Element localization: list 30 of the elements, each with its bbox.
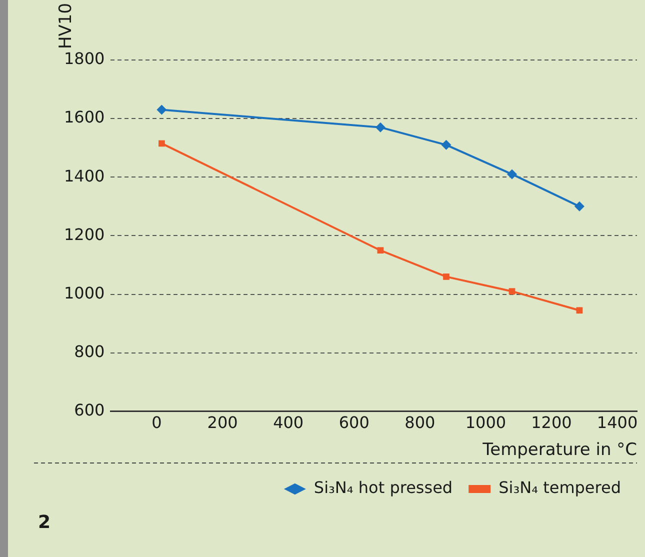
x-tick-label: 1200	[531, 413, 572, 432]
y-tick-label: 1400	[64, 166, 105, 186]
point	[443, 274, 450, 280]
y-tick-label: 600	[74, 400, 105, 420]
x-tick-label: 1000	[465, 413, 506, 432]
x-tick-label: 800	[404, 413, 436, 432]
text: 2	[38, 512, 51, 533]
point	[574, 201, 584, 212]
y-axis-title: HV10	[56, 2, 76, 49]
point	[375, 122, 386, 132]
x-tick-label: 400	[273, 413, 304, 432]
y-tick-label: 1200	[64, 224, 105, 244]
x-tick-label: 1400	[596, 413, 638, 432]
y-tick-label: 1000	[64, 283, 105, 302]
x-tick-label: 0	[152, 413, 162, 432]
x-tick-label: 200	[207, 413, 238, 432]
point	[156, 104, 167, 115]
x-tick-label: 600	[338, 413, 370, 432]
point	[377, 247, 384, 254]
y-tick-label: 1800	[64, 49, 105, 68]
point	[576, 307, 583, 314]
point	[441, 140, 452, 150]
y-tick-label: 800	[74, 342, 105, 361]
point	[507, 169, 518, 180]
legend-label: Si₃N₄ tempered	[498, 478, 622, 498]
point	[158, 140, 165, 147]
x-axis-title: Temperature in °C	[482, 440, 637, 460]
point	[508, 288, 516, 295]
y-tick-label: 1600	[64, 108, 105, 127]
legend-label: Si₃N₄ hot pressed	[314, 478, 453, 498]
